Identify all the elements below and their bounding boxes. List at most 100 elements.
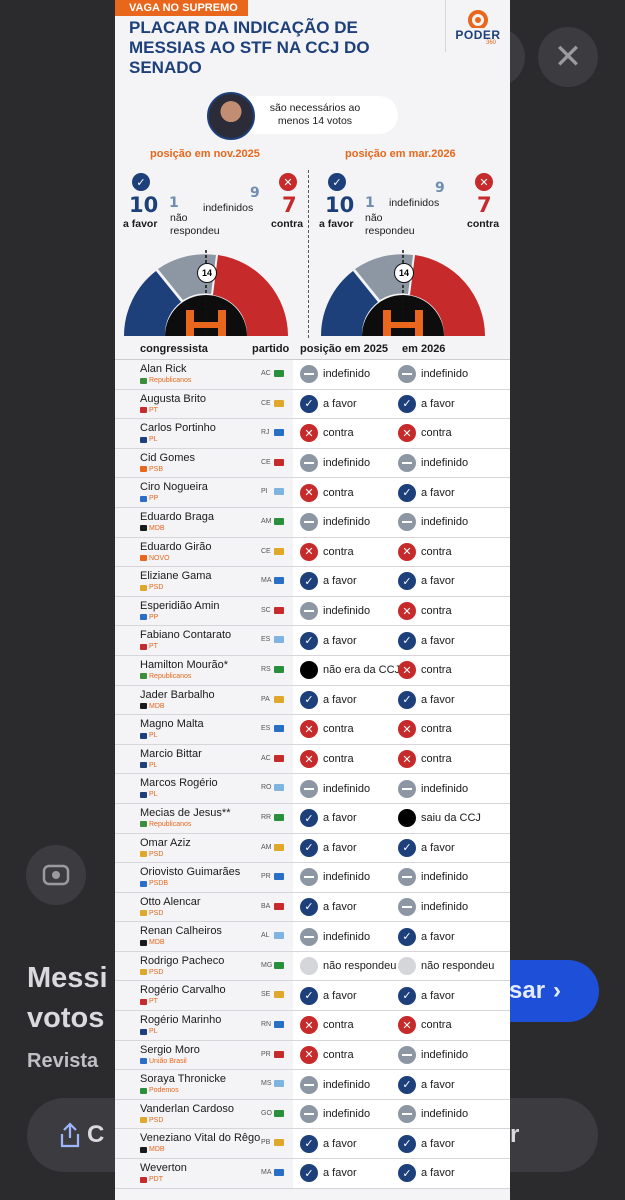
party-label: PT: [140, 642, 231, 651]
person-block: Marcio Bittar PL: [140, 748, 202, 770]
position-2025-text: a favor: [323, 989, 357, 1002]
table-row: Marcos Rogério PL RO indefinido indefini…: [115, 774, 510, 804]
status-icon: ✕: [398, 1016, 416, 1035]
threshold-number-2026: 14: [398, 268, 409, 278]
party-name: MDB: [149, 524, 165, 532]
positions-cell: indefinido indefinido: [293, 1099, 510, 1129]
congressista-name: Renan Calheiros: [140, 925, 222, 938]
status-icon: [300, 365, 318, 384]
position-2025-text: indefinido: [323, 1078, 371, 1091]
person-block: Rogério Marinho PL: [140, 1014, 221, 1036]
state-flag-icon: [274, 399, 284, 407]
share-button[interactable]: C: [27, 1098, 115, 1172]
congressista-cell: Cid Gomes PSB CE: [115, 449, 293, 478]
lens-button[interactable]: [26, 845, 86, 905]
status-icon: [398, 365, 416, 384]
party-label: PL: [140, 1027, 221, 1036]
party-label: MDB: [140, 524, 214, 533]
positions-cell: ✓ a favor ✓ a favor: [293, 833, 510, 863]
table-row: Soraya Thronicke Podemos MS indefinido ✓…: [115, 1070, 510, 1100]
position-2026-text: a favor: [421, 1137, 455, 1150]
position-2025: ✓ a favor: [293, 394, 395, 413]
party-logo-icon: [140, 1146, 147, 1153]
position-2026: ✓ a favor: [395, 631, 510, 650]
congressista-name: Cid Gomes: [140, 451, 196, 464]
party-label: PSD: [140, 583, 212, 592]
position-2026-text: não respondeu: [421, 960, 495, 973]
position-2025: ✓ a favor: [293, 1134, 395, 1153]
status-icon: ✕: [398, 602, 416, 621]
position-2025: indefinido: [293, 1105, 395, 1124]
state-code: RJ: [261, 429, 270, 437]
position-2026: indefinido: [395, 513, 510, 532]
section-tag: VAGA NO SUPREMO: [115, 0, 248, 16]
table-row: Rogério Carvalho PT SE ✓ a favor ✓ a fav…: [115, 981, 510, 1012]
congressista-name: Augusta Brito: [140, 392, 207, 405]
state-code: RS: [261, 665, 271, 673]
party-name: Republicanos: [149, 820, 192, 828]
positions-cell: ✓ a favor ✓ a favor: [293, 685, 510, 715]
position-2026-text: contra: [421, 427, 452, 440]
status-icon: [398, 1045, 416, 1064]
party-logo-icon: [140, 643, 147, 650]
save-button[interactable]: r: [510, 1098, 598, 1172]
threshold-marker-2026: 14: [394, 263, 414, 283]
person-block: Veneziano Vital do Rêgo MDB: [140, 1132, 260, 1154]
position-2025: indefinido: [293, 602, 395, 621]
congressista-cell: Veneziano Vital do Rêgo MDB PB: [115, 1129, 293, 1158]
congressista-name: Magno Malta: [140, 718, 204, 731]
congressista-name: Omar Aziz: [140, 836, 191, 849]
position-2026-text: indefinido: [421, 1048, 469, 1061]
party-label: PT: [140, 406, 206, 415]
position-2025-text: contra: [323, 1019, 354, 1032]
positions-cell: ✓ a favor ✓ a favor: [293, 1159, 510, 1188]
position-2025-text: contra: [323, 723, 354, 736]
table-row: Rogério Marinho PL RN ✕ contra ✕ contra: [115, 1011, 510, 1041]
contra-label-2025: contra: [271, 218, 304, 230]
status-icon: [398, 779, 416, 798]
positions-cell: indefinido indefinido: [293, 774, 510, 803]
congressista-name: Mecias de Jesus**: [140, 806, 231, 819]
state-code: SC: [261, 606, 271, 614]
status-icon: [300, 513, 318, 532]
status-icon: [300, 454, 318, 473]
position-2026: indefinido: [395, 868, 510, 887]
votes-table: congressista partido posição em 2025 em …: [115, 338, 510, 1189]
state-flag-icon: [274, 1169, 284, 1177]
position-2026: indefinido: [395, 1105, 510, 1124]
congressista-name: Ciro Nogueira: [140, 481, 208, 494]
position-2025-text: contra: [323, 753, 354, 766]
party-name: PT: [149, 406, 158, 414]
position-2025-text: a favor: [323, 575, 357, 588]
position-2026: ✕ contra: [395, 720, 510, 739]
state-code: PR: [261, 873, 271, 881]
status-icon: [300, 1105, 318, 1124]
positions-cell: ✕ contra ✕ contra: [293, 744, 510, 774]
position-2026: ✓ a favor: [395, 838, 510, 857]
positions-cell: ✕ contra ✕ contra: [293, 419, 510, 448]
state-flag-icon: [274, 665, 284, 673]
party-name: PSB: [149, 465, 164, 473]
party-label: Podemos: [140, 1086, 226, 1095]
position-2026-text: contra: [421, 1019, 452, 1032]
article-title-line1: Messi: [27, 962, 108, 994]
party-label: Republicanos: [140, 820, 231, 829]
state-flag-icon: [274, 813, 284, 821]
congressista-cell: Augusta Brito PT CE: [115, 390, 293, 419]
a-favor-label-2025: a favor: [123, 218, 158, 230]
state-flag-icon: [274, 695, 284, 703]
person-block: Hamilton Mourão* Republicanos: [140, 659, 228, 681]
party-name: PDT: [149, 1176, 163, 1184]
person-block: Ciro Nogueira PP: [140, 481, 208, 503]
table-row: Ciro Nogueira PP PI ✕ contra ✓ a favor: [115, 478, 510, 508]
visit-button[interactable]: sar ›: [505, 960, 599, 1022]
close-button[interactable]: ✕: [538, 27, 598, 87]
position-2026: indefinido: [395, 365, 510, 384]
congressista-name: Sergio Moro: [140, 1043, 200, 1056]
congressista-cell: Rogério Marinho PL RN: [115, 1011, 293, 1040]
position-2025-text: não respondeu: [323, 960, 397, 973]
congressista-cell: Marcos Rogério PL RO: [115, 774, 293, 803]
congressista-cell: Rogério Carvalho PT SE: [115, 981, 293, 1010]
congressista-name: Eduardo Braga: [140, 510, 214, 523]
